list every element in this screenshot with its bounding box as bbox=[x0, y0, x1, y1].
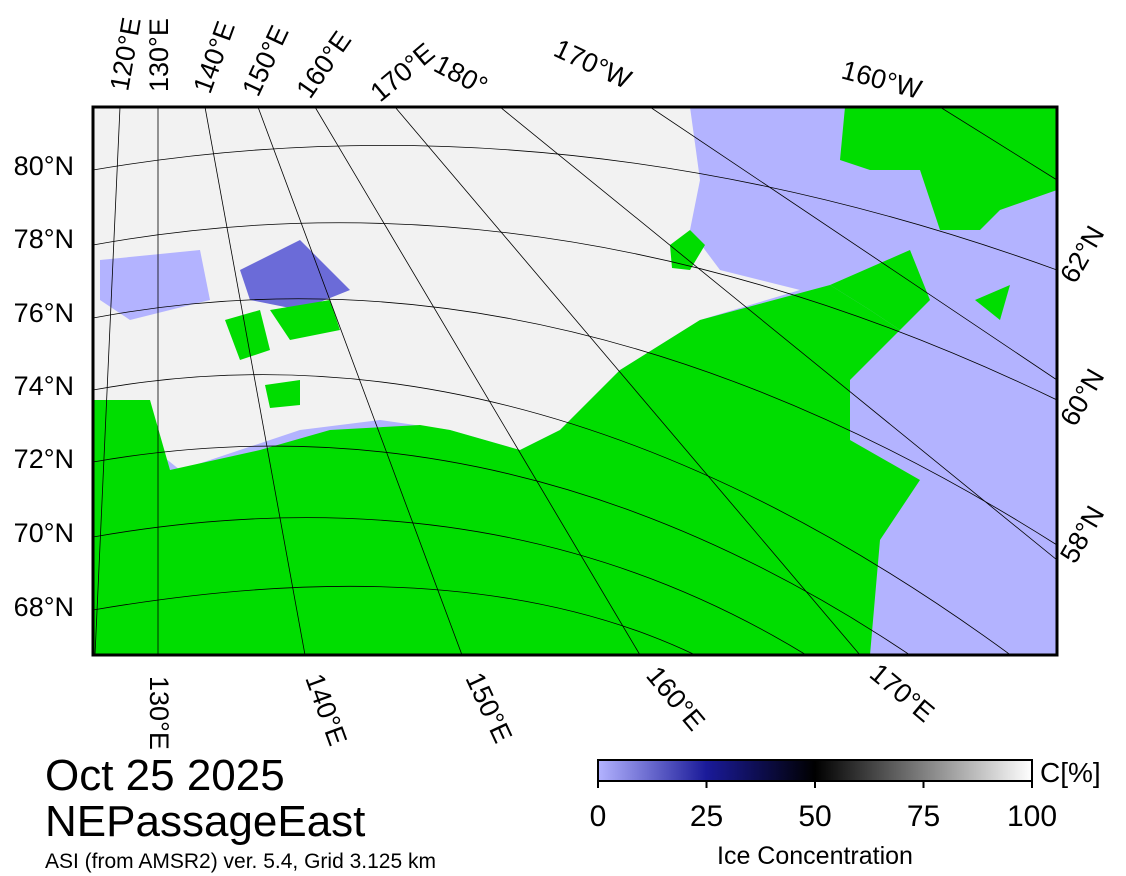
left-label: 70°N bbox=[14, 518, 74, 548]
chukotka bbox=[830, 250, 930, 330]
low-ice bbox=[240, 240, 350, 310]
left-label: 76°N bbox=[14, 298, 74, 328]
colorbar-title: Ice Concentration bbox=[717, 842, 913, 870]
map-area bbox=[93, 107, 1057, 655]
top-label: 170°W bbox=[549, 33, 636, 95]
graticule bbox=[93, 107, 1057, 655]
top-label: 160°W bbox=[838, 55, 925, 105]
source: ASI (from AMSR2) ver. 5.4, Grid 3.125 km bbox=[45, 850, 436, 873]
alaska bbox=[840, 107, 1057, 230]
map-frame bbox=[91, 105, 1059, 657]
wrangel-island bbox=[670, 230, 705, 270]
top-label: 150°E bbox=[236, 21, 294, 101]
left-label: 72°N bbox=[14, 444, 74, 474]
islands bbox=[225, 300, 340, 408]
top-label: 140°E bbox=[187, 17, 240, 97]
left-label: 68°N bbox=[14, 592, 74, 622]
colorbar-tick-label: 0 bbox=[590, 800, 607, 833]
top-label: 180° bbox=[429, 49, 492, 102]
top-label: 130°E bbox=[144, 18, 174, 92]
bottom-label: 160°E bbox=[640, 661, 710, 737]
top-label: 170°E bbox=[365, 37, 441, 107]
land bbox=[93, 285, 920, 655]
open-water bbox=[100, 250, 210, 320]
bottom-label: 170°E bbox=[864, 658, 940, 728]
top-label: 120°E bbox=[104, 15, 146, 93]
colorbar-tick-label: 75 bbox=[907, 800, 940, 833]
colorbar-tick-label: 25 bbox=[690, 800, 723, 833]
colorbar-tick-label: 100 bbox=[1007, 800, 1057, 833]
right-label: 62°N bbox=[1054, 221, 1110, 288]
colorbar-tick-label: 50 bbox=[798, 800, 831, 833]
bottom-label: 150°E bbox=[460, 668, 518, 748]
left-label: 80°N bbox=[14, 151, 74, 181]
st-lawrence-island bbox=[975, 285, 1010, 320]
date: Oct 25 2025 bbox=[45, 751, 285, 800]
bottom-label: 140°E bbox=[299, 670, 352, 750]
colorbar-unit: C[%] bbox=[1040, 757, 1101, 788]
sea-ice bbox=[93, 107, 800, 470]
left-label: 78°N bbox=[14, 224, 74, 254]
left-label: 74°N bbox=[14, 371, 74, 401]
top-label: 160°E bbox=[290, 26, 357, 104]
right-label: 60°N bbox=[1054, 364, 1110, 431]
region: NEPassageEast bbox=[45, 797, 365, 846]
colorbar bbox=[597, 759, 1033, 782]
right-label: 58°N bbox=[1054, 501, 1110, 568]
bottom-label: 130°E bbox=[144, 676, 174, 750]
